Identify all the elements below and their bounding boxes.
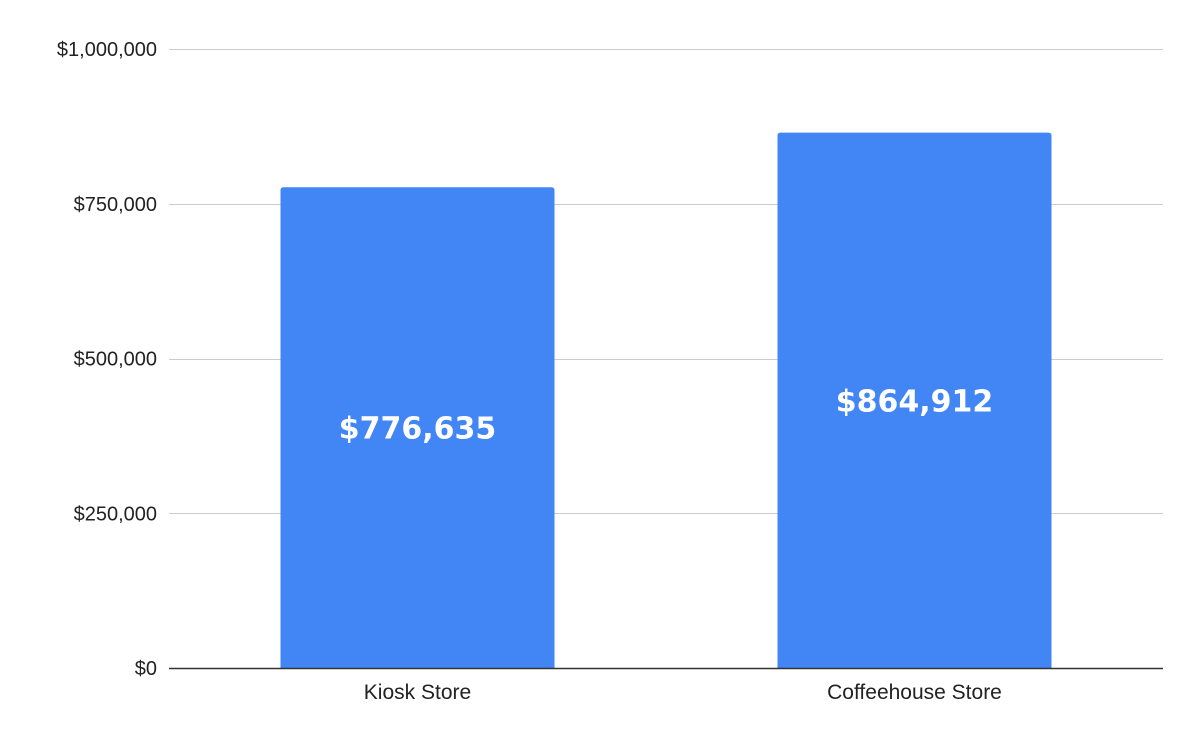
x-category-label: Kiosk Store <box>364 681 471 704</box>
y-tick-label: $0 <box>135 658 157 680</box>
bar <box>280 187 555 668</box>
x-axis-category-labels: Kiosk Store Coffeehouse Store <box>364 681 1002 704</box>
x-category-label: Coffeehouse Store <box>827 681 1002 704</box>
bars <box>280 132 1052 668</box>
y-axis-tick-labels: $0 $250,000 $500,000 $750,000 $1,000,000 <box>57 39 157 680</box>
y-tick-label: $250,000 <box>74 503 157 525</box>
y-tick-label: $500,000 <box>74 349 157 371</box>
y-tick-label: $1,000,000 <box>57 39 157 61</box>
bar-data-label: $776,635 <box>339 412 497 447</box>
data-labels: $776,635 $864,912 <box>339 384 994 446</box>
bar-data-label: $864,912 <box>836 384 994 419</box>
bar <box>777 132 1052 668</box>
y-tick-label: $750,000 <box>74 194 157 216</box>
